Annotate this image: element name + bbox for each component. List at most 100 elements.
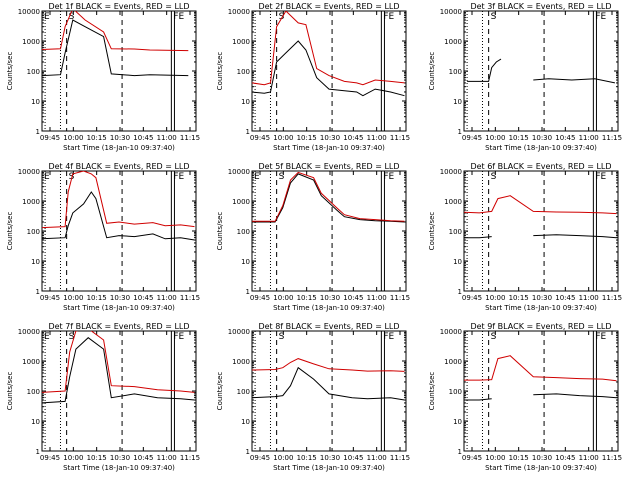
y-tick-label: 10 [241,258,250,266]
x-tick-label: 10:15 [87,454,107,462]
x-tick-label: 10:15 [509,134,529,142]
y-tick-label: 1 [458,448,462,456]
y-tick-label: 10000 [440,168,462,176]
marker-label: S [69,12,75,22]
y-axis-label: Counts/sec [216,52,224,91]
y-axis-label: Counts/sec [6,52,14,91]
marker-label: FE [173,12,184,22]
x-tick-label: 11:00 [367,134,387,142]
plot-frame [251,330,407,452]
marker-label: S [491,172,497,182]
x-tick-label: 10:30 [532,134,552,142]
series-line-lld [42,171,195,229]
series-line-lld [252,11,405,86]
y-tick-label: 100 [237,388,250,396]
x-tick-label: 10:00 [485,294,505,302]
marker-label: S [69,332,75,342]
y-tick-label: 1 [246,128,250,136]
marker-label: S [491,12,497,22]
x-tick-label: 10:45 [343,294,363,302]
x-tick-label: 11:00 [157,454,177,462]
y-tick-label: 10000 [18,328,40,336]
chart-panel: Det 8f BLACK = Events, RED = LLD Counts/s… [216,322,410,472]
x-tick-label: 10:15 [509,294,529,302]
x-tick-label: 10:30 [110,454,130,462]
chart-panel: Det 6f BLACK = Events, RED = LLD Counts/s… [428,162,622,312]
x-tick-label: 11:15 [180,294,200,302]
y-axis-label: Counts/sec [428,372,436,411]
series-line-lld [42,11,189,52]
x-tick-label: 11:15 [390,134,410,142]
x-tick-label: 09:45 [462,134,482,142]
x-tick-label: 11:00 [579,454,599,462]
y-tick-label: 100 [449,388,462,396]
x-axis-label: Start Time (18-Jan-10 09:37:40) [485,464,597,472]
marker-label: S [279,12,285,22]
x-tick-label: 10:30 [320,294,340,302]
x-tick-label: 10:45 [555,134,575,142]
x-tick-label: 09:45 [462,454,482,462]
y-tick-label: 100 [27,228,40,236]
y-tick-label: 1 [458,128,462,136]
x-tick-label: 10:15 [297,134,317,142]
chart-panel: Det 5f BLACK = Events, RED = LLD Counts/s… [216,162,410,312]
series-line-events [252,40,405,97]
x-tick-label: 10:30 [320,134,340,142]
chart-title: Det 3f BLACK = Events, RED = LLD [470,2,611,11]
x-tick-label: 10:45 [555,454,575,462]
x-tick-label: 10:30 [532,294,552,302]
y-tick-label: 10 [241,418,250,426]
y-tick-label: 10000 [228,328,250,336]
y-tick-label: 10000 [440,328,462,336]
y-tick-label: 1 [36,448,40,456]
x-tick-label: 10:00 [485,134,505,142]
y-tick-label: 10000 [18,168,40,176]
x-tick-label: 09:45 [40,134,60,142]
x-tick-label: 10:45 [133,454,153,462]
x-tick-label: 10:00 [273,294,293,302]
x-tick-label: 09:45 [250,134,270,142]
x-tick-label: 10:00 [485,454,505,462]
x-tick-label: 09:45 [462,294,482,302]
x-tick-label: 10:15 [87,294,107,302]
x-tick-label: 09:45 [250,294,270,302]
marker-label: S [279,332,285,342]
x-tick-label: 11:00 [579,134,599,142]
x-tick-label: 11:00 [157,134,177,142]
marker-label: E [44,172,50,182]
chart-title: Det 6f BLACK = Events, RED = LLD [470,162,611,171]
series-line-events [252,173,405,223]
x-tick-label: 10:00 [273,454,293,462]
y-tick-label: 100 [449,68,462,76]
y-tick-label: 10 [241,98,250,106]
series-line-events [42,19,189,77]
x-tick-label: 10:15 [297,454,317,462]
chart-title: Det 9f BLACK = Events, RED = LLD [470,322,611,331]
chart-title: Det 7f BLACK = Events, RED = LLD [48,322,189,331]
x-tick-label: 10:15 [509,454,529,462]
y-tick-label: 100 [27,388,40,396]
x-tick-label: 10:30 [532,454,552,462]
x-axis-label: Start Time (18-Jan-10 09:37:40) [63,144,175,152]
plot-frame [463,170,619,292]
x-axis-label: Start Time (18-Jan-10 09:37:40) [63,464,175,472]
y-tick-label: 1 [246,448,250,456]
series-line-lld [252,171,405,222]
y-tick-label: 1000 [22,358,40,366]
chart-panel: Det 9f BLACK = Events, RED = LLD Counts/s… [428,322,622,472]
series-line-lld [42,331,195,393]
x-tick-label: 11:00 [157,294,177,302]
marker-label: FE [383,12,394,22]
x-tick-label: 10:45 [133,294,153,302]
series-line-lld [252,358,405,372]
x-axis-label: Start Time (18-Jan-10 09:37:40) [273,304,385,312]
x-tick-label: 10:00 [63,294,83,302]
x-axis-label: Start Time (18-Jan-10 09:37:40) [63,304,175,312]
x-tick-label: 11:15 [180,134,200,142]
x-tick-label: 10:15 [297,294,317,302]
marker-label: FE [595,332,606,342]
chart-panel: Det 7f BLACK = Events, RED = LLD Counts/s… [6,322,200,472]
x-tick-label: 09:45 [250,454,270,462]
marker-label: S [491,332,497,342]
